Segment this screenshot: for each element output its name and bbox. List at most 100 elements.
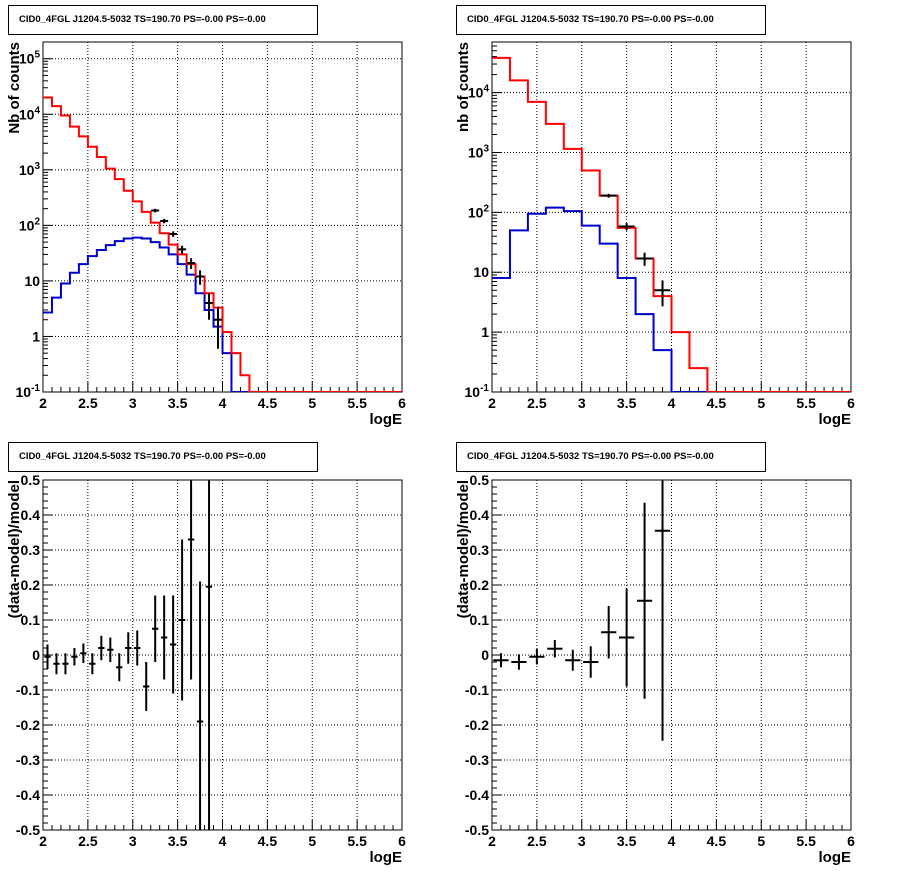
data-points <box>151 208 223 349</box>
y-tick-label: 0 <box>32 647 40 663</box>
y-tick-label: 0.4 <box>470 507 490 523</box>
x-ticks <box>42 382 403 392</box>
y-tick-label: -0.3 <box>16 752 40 768</box>
x-tick-label: 5.5 <box>796 833 816 849</box>
x-tick-label: 6 <box>398 833 406 849</box>
y-tick-label: -0.3 <box>465 752 489 768</box>
x-tick-label: 2 <box>488 395 496 411</box>
series-total-model <box>43 96 402 392</box>
x-tick-label: 5 <box>308 395 316 411</box>
x-tick-label: 5.5 <box>347 833 367 849</box>
y-axis-label: (data-model)/model <box>6 480 23 618</box>
series-source-model <box>492 206 851 392</box>
y-tick-label: -0.1 <box>465 682 489 698</box>
x-tick-label: 6 <box>847 395 855 411</box>
y-tick-label: -0.5 <box>16 822 40 838</box>
grid <box>492 480 851 830</box>
y-tick-label: 1 <box>481 324 489 340</box>
x-tick-label: 6 <box>847 833 855 849</box>
data-points <box>600 193 671 307</box>
y-ticks <box>43 479 53 831</box>
x-tick-label: 4 <box>219 833 227 849</box>
plot-area <box>492 56 851 392</box>
y-tick-label: 0.1 <box>470 612 490 628</box>
y-tick-label: 102 <box>468 203 490 220</box>
y-axis-label: Nb of counts <box>6 42 23 134</box>
x-tick-label: 3 <box>129 833 137 849</box>
x-tick-label: 2 <box>488 833 496 849</box>
series-total-model <box>492 56 851 392</box>
y-axis-label: nb of counts <box>455 42 472 132</box>
chart-residuals-right: 2 2.5 3 3.5 4 4.5 5 5.5 6 -0.5 -0.4 -0.3 -0.2 -0.1 0 0.… <box>455 472 855 866</box>
chart-residuals-left: 2 2.5 3 3.5 4 4.5 5 5.5 6 -0.5 -0.4 -0.3 -0.2 -0.1 0 0.… <box>6 472 406 866</box>
y-tick-label: 103 <box>19 161 41 178</box>
x-tick-label: 5.5 <box>347 395 367 411</box>
chart-counts-right: 2 2.5 3 3.5 4 4.5 5 5.5 610-1110102103104logEnb … <box>455 41 855 428</box>
y-tick-label: 0.3 <box>470 542 490 558</box>
y-tick-label: -0.2 <box>16 717 40 733</box>
chart-counts-left: 2 2.5 3 3.5 4 4.5 5 5.5 610-1110102103104105logE… <box>6 41 406 428</box>
chart-title-bottom-right: CID0_4FGL J1204.5-5032 TS=190.70 PS=-0.0… <box>456 442 766 472</box>
plot-area <box>44 480 213 830</box>
y-ticks <box>492 41 502 393</box>
x-axis-label: logE <box>370 849 403 866</box>
x-tick-label: 2.5 <box>78 833 98 849</box>
y-tick-label: 0.5 <box>21 472 41 488</box>
y-tick-label: 0 <box>481 647 489 663</box>
x-tick-label: 4 <box>668 395 676 411</box>
chart-title-top-right: CID0_4FGL J1204.5-5032 TS=190.70 PS=-0.0… <box>456 5 766 35</box>
x-tick-label: 4.5 <box>258 395 278 411</box>
y-tick-label: -0.4 <box>465 787 489 803</box>
residual-points <box>493 480 671 741</box>
x-tick-label: 3.5 <box>617 833 637 849</box>
y-ticks <box>43 41 53 393</box>
residual-points <box>44 480 213 830</box>
series-source-model <box>43 236 402 392</box>
x-tick-label: 2.5 <box>78 395 98 411</box>
y-tick-label: 1 <box>32 328 40 344</box>
x-axis-label: logE <box>819 849 852 866</box>
grid <box>43 480 402 830</box>
x-tick-label: 4 <box>668 833 676 849</box>
x-tick-label: 5.5 <box>796 395 816 411</box>
x-tick-label: 5 <box>757 395 765 411</box>
plot-area <box>43 96 402 392</box>
y-tick-label: -0.2 <box>465 717 489 733</box>
y-tick-label: 0.4 <box>21 507 41 523</box>
x-tick-label: 3.5 <box>168 833 188 849</box>
x-axis-label: logE <box>370 411 403 428</box>
x-tick-label: 4.5 <box>707 833 727 849</box>
y-tick-label: 0.3 <box>21 542 41 558</box>
y-tick-label: -0.5 <box>465 822 489 838</box>
y-tick-label: 10 <box>24 273 40 289</box>
y-tick-label: 10-1 <box>465 383 490 400</box>
y-tick-label: 102 <box>19 216 41 233</box>
x-tick-label: 2 <box>39 833 47 849</box>
x-tick-label: 2.5 <box>527 833 547 849</box>
y-tick-label: 10-1 <box>16 383 41 400</box>
y-axis-label: (data-model)/model <box>455 480 472 618</box>
x-ticks <box>42 820 403 830</box>
y-tick-label: -0.1 <box>16 682 40 698</box>
x-tick-label: 4.5 <box>258 833 278 849</box>
chart-title-top-left: CID0_4FGL J1204.5-5032 TS=190.70 PS=-0.0… <box>8 5 318 35</box>
y-tick-label: 0.2 <box>470 577 490 593</box>
x-tick-label: 6 <box>398 395 406 411</box>
y-tick-label: 0.5 <box>470 472 490 488</box>
y-tick-label: 103 <box>468 143 490 160</box>
y-tick-label: -0.4 <box>16 787 40 803</box>
x-tick-label: 3 <box>129 395 137 411</box>
x-tick-label: 3 <box>578 833 586 849</box>
x-ticks <box>491 820 852 830</box>
x-tick-label: 4 <box>219 395 227 411</box>
x-tick-label: 4.5 <box>707 395 727 411</box>
x-axis-label: logE <box>819 411 852 428</box>
y-tick-label: 0.2 <box>21 577 41 593</box>
x-tick-label: 5 <box>308 833 316 849</box>
x-tick-label: 3.5 <box>168 395 188 411</box>
x-tick-label: 3.5 <box>617 395 637 411</box>
chart-title-bottom-left: CID0_4FGL J1204.5-5032 TS=190.70 PS=-0.0… <box>8 442 318 472</box>
x-tick-label: 2.5 <box>527 395 547 411</box>
x-tick-label: 3 <box>578 395 586 411</box>
